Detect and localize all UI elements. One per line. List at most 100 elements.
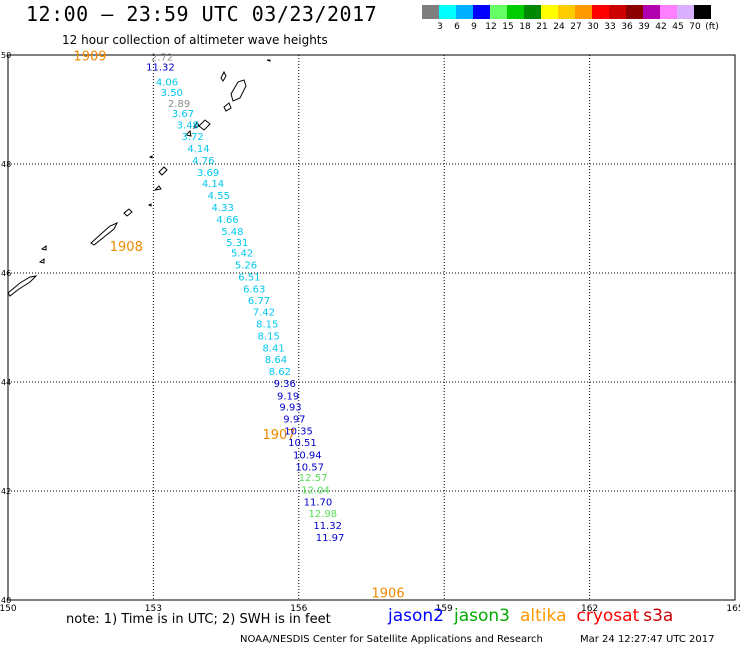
colorbar-swatch bbox=[643, 5, 660, 19]
lon-tick-label: 162 bbox=[581, 604, 598, 614]
colorbar-swatch bbox=[677, 5, 694, 19]
satellite-jason3: jason3 bbox=[454, 606, 510, 626]
swh-value: 11.32 bbox=[313, 521, 342, 532]
swh-value: 4.06 bbox=[156, 78, 178, 89]
island-outline bbox=[158, 166, 168, 176]
lon-tick-label: 156 bbox=[290, 604, 307, 614]
colorbar-label: 27 bbox=[570, 22, 582, 32]
swh-value: 5.31 bbox=[226, 238, 248, 249]
island-outline bbox=[148, 155, 153, 159]
island-outline bbox=[38, 258, 45, 264]
island-outline bbox=[40, 245, 47, 251]
map-frame bbox=[7, 54, 736, 601]
swh-value: 4.14 bbox=[202, 179, 224, 190]
swh-value: 9.97 bbox=[283, 414, 305, 425]
swh-value: 10.51 bbox=[288, 438, 317, 449]
lon-tick-label: 159 bbox=[436, 604, 453, 614]
colorbar-label: 15 bbox=[502, 22, 514, 32]
lat-lon-grid bbox=[7, 54, 736, 601]
colorbar-label: 6 bbox=[454, 22, 460, 32]
colorbar-swatch bbox=[456, 5, 473, 19]
colorbar-label: 18 bbox=[519, 22, 531, 32]
swh-value: 4.14 bbox=[187, 144, 209, 155]
hour-label: 1908 bbox=[110, 240, 143, 255]
colorbar-label: 3 bbox=[437, 22, 443, 32]
swh-value: 4.66 bbox=[216, 215, 238, 226]
island-outline bbox=[223, 102, 232, 112]
lon-tick-label: 150 bbox=[0, 604, 17, 614]
colorbar-label: 42 bbox=[655, 22, 667, 32]
swh-value: 10.94 bbox=[293, 450, 322, 461]
swh-value: 4.33 bbox=[212, 203, 234, 214]
island-outline bbox=[123, 208, 133, 217]
colorbar-label: 70 bbox=[689, 22, 701, 32]
swh-value: 12.57 bbox=[299, 473, 328, 484]
colorbar-label: 9 bbox=[471, 22, 477, 32]
colorbar-swatch bbox=[558, 5, 575, 19]
colorbar-swatch bbox=[575, 5, 592, 19]
colorbar-label: 24 bbox=[553, 22, 565, 32]
colorbar-swatch bbox=[694, 5, 711, 19]
coastline bbox=[7, 59, 271, 297]
island-outline bbox=[90, 222, 119, 246]
island-outline bbox=[184, 129, 192, 137]
axis-ticks: 150 153 156 159 162 165 50 48 46 44 42 40 bbox=[0, 51, 740, 614]
satellite-cryosat: cryosat bbox=[576, 606, 640, 626]
swh-value: 12.98 bbox=[308, 509, 337, 520]
colorbar-swatch bbox=[439, 5, 456, 19]
lat-tick-label: 50 bbox=[1, 51, 11, 60]
swh-value: 11.97 bbox=[316, 533, 345, 544]
satellite-s3a: s3a bbox=[643, 606, 674, 626]
swh-value: 6.63 bbox=[243, 285, 265, 296]
colorbar-label: 36 bbox=[621, 22, 633, 32]
colorbar-swatch bbox=[609, 5, 626, 19]
swh-value: 9.93 bbox=[279, 402, 301, 413]
swh-value: 5.26 bbox=[235, 261, 257, 272]
island-outline bbox=[220, 70, 227, 82]
island-outline bbox=[198, 119, 211, 131]
swh-value: 8.64 bbox=[265, 355, 287, 366]
hour-labels: 1909 1908 1907 1906 bbox=[73, 49, 404, 601]
island-outline bbox=[147, 203, 152, 207]
colorbar-swatch bbox=[626, 5, 643, 19]
swh-value: 10.57 bbox=[295, 462, 324, 473]
swh-value: 9.36 bbox=[274, 379, 296, 390]
lat-tick-label: 42 bbox=[1, 487, 11, 496]
island-outline bbox=[153, 185, 162, 191]
colorbar-label: (ft) bbox=[705, 22, 719, 32]
colorbar-label: 12 bbox=[485, 22, 497, 32]
swh-value: 6.51 bbox=[238, 273, 260, 284]
island-outline bbox=[7, 275, 38, 297]
units-note: note: 1) Time is in UTC; 2) SWH is in fe… bbox=[66, 612, 331, 627]
swh-value: 9.19 bbox=[277, 391, 299, 402]
lat-tick-label: 48 bbox=[1, 160, 11, 169]
swh-value: 8.62 bbox=[269, 367, 291, 378]
lon-tick-label: 165 bbox=[726, 604, 740, 614]
swh-value: 8.15 bbox=[258, 331, 280, 342]
colorbar-swatch bbox=[473, 5, 490, 19]
lat-tick-label: 40 bbox=[1, 596, 11, 605]
colorbar-swatch bbox=[490, 5, 507, 19]
colorbar-label: 21 bbox=[536, 22, 548, 32]
satellite-legend: jason2 jason3 altika cryosat s3a bbox=[388, 606, 683, 626]
colorbar-swatch bbox=[507, 5, 524, 19]
colorbar-label: 45 bbox=[672, 22, 684, 32]
swh-value: 11.70 bbox=[304, 498, 333, 509]
satellite-altika: altika bbox=[520, 606, 567, 626]
swh-value: 3.69 bbox=[197, 168, 219, 179]
island-outline bbox=[230, 79, 247, 102]
swh-value: 3.50 bbox=[161, 88, 183, 99]
swh-value: 10.35 bbox=[284, 426, 313, 437]
swh-value: 4.76 bbox=[192, 156, 214, 167]
footer-timestamp: Mar 24 12:27:47 UTC 2017 bbox=[580, 634, 715, 645]
hour-label: 1909 bbox=[73, 49, 106, 64]
hour-label: 1907 bbox=[262, 428, 295, 443]
lon-tick-label: 153 bbox=[145, 604, 162, 614]
swh-value: 12.04 bbox=[301, 486, 330, 497]
colorbar-swatch bbox=[541, 5, 558, 19]
swh-value: 8.15 bbox=[256, 320, 278, 331]
swh-value: 5.42 bbox=[231, 249, 253, 260]
observation-labels: 2.7211.324.063.502.893.673.483.724.144.7… bbox=[146, 52, 344, 544]
island-outline bbox=[192, 120, 200, 129]
